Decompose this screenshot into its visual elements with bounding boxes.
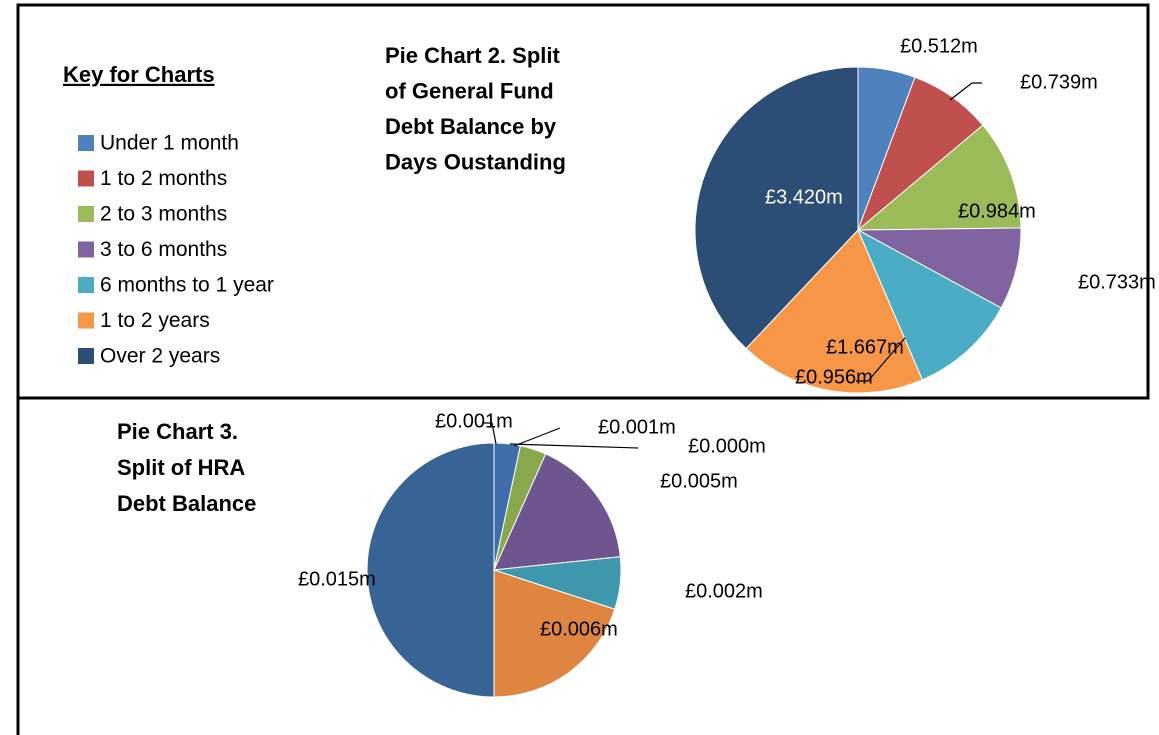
- data-label: £0.984m: [958, 200, 1036, 222]
- leader-line: [509, 443, 639, 449]
- key-swatch: [78, 135, 94, 151]
- chart-title: Pie Chart 3.: [117, 419, 238, 444]
- data-label: £3.420m: [765, 186, 843, 208]
- key-label: 2 to 3 months: [100, 203, 227, 226]
- key-label: 6 months to 1 year: [100, 274, 274, 297]
- pie-slice: [366, 442, 495, 698]
- key-swatch: [78, 206, 94, 222]
- key-label: Over 2 years: [100, 345, 220, 368]
- key-label: Under 1 month: [100, 132, 239, 155]
- pie-slice: [856, 228, 1002, 381]
- chart-title: Split of HRA: [117, 455, 245, 480]
- leader-line: [482, 422, 497, 445]
- data-label: £0.733m: [1078, 271, 1156, 293]
- key: Under 1 month 1 to 2 months 2 to 3 months 3…: [78, 132, 274, 368]
- leader-line: [856, 337, 906, 382]
- data-label: £0.015m: [298, 568, 376, 590]
- leader-line: [949, 82, 982, 101]
- chart-title: Debt Balance: [117, 491, 256, 516]
- key-label: 3 to 6 months: [100, 238, 227, 261]
- data-label: £0.512m: [900, 35, 978, 57]
- data-label: £0.005m: [660, 470, 738, 492]
- data-label: £1.667m: [826, 336, 904, 358]
- data-label: £0.001m: [435, 410, 513, 432]
- key-swatch: [78, 348, 94, 364]
- data-label: £0.002m: [685, 580, 763, 602]
- key-swatch: [78, 170, 94, 187]
- pie-slice: [493, 453, 621, 571]
- chart-title: Days Oustanding: [385, 149, 566, 174]
- data-label: £0.956m: [795, 366, 873, 388]
- leader-line: [513, 427, 561, 447]
- key-swatch: [78, 312, 94, 329]
- chart-title: Debt Balance by: [385, 114, 557, 139]
- data-label: £0.000m: [688, 435, 766, 457]
- pie-slice: [745, 229, 923, 394]
- frame-top: [16, 3, 1150, 400]
- pie-chart: Pie Chart 3. Split of HRA Debt Balance £0.0…: [117, 410, 766, 698]
- data-label: £0.001m: [598, 416, 676, 438]
- chart-title: of General Fund: [385, 78, 554, 103]
- key-label: 1 to 2 months: [100, 167, 227, 190]
- pie-slice: [856, 124, 1022, 231]
- key-swatch: [78, 277, 94, 293]
- data-label: £0.006m: [540, 618, 618, 640]
- key-swatch: [78, 241, 94, 258]
- key-label: 1 to 2 years: [100, 309, 210, 332]
- pie-slice: [694, 66, 859, 350]
- pie-slice: [493, 569, 616, 698]
- key-title: Key for Charts: [63, 62, 215, 87]
- pies: Pie Chart 2. Split of General Fund Debt Ba…: [117, 35, 1156, 698]
- data-label: £0.739m: [1020, 71, 1098, 93]
- pie-chart: Pie Chart 2. Split of General Fund Debt Ba…: [385, 35, 1156, 394]
- chart-title: Pie Chart 2. Split: [385, 43, 560, 68]
